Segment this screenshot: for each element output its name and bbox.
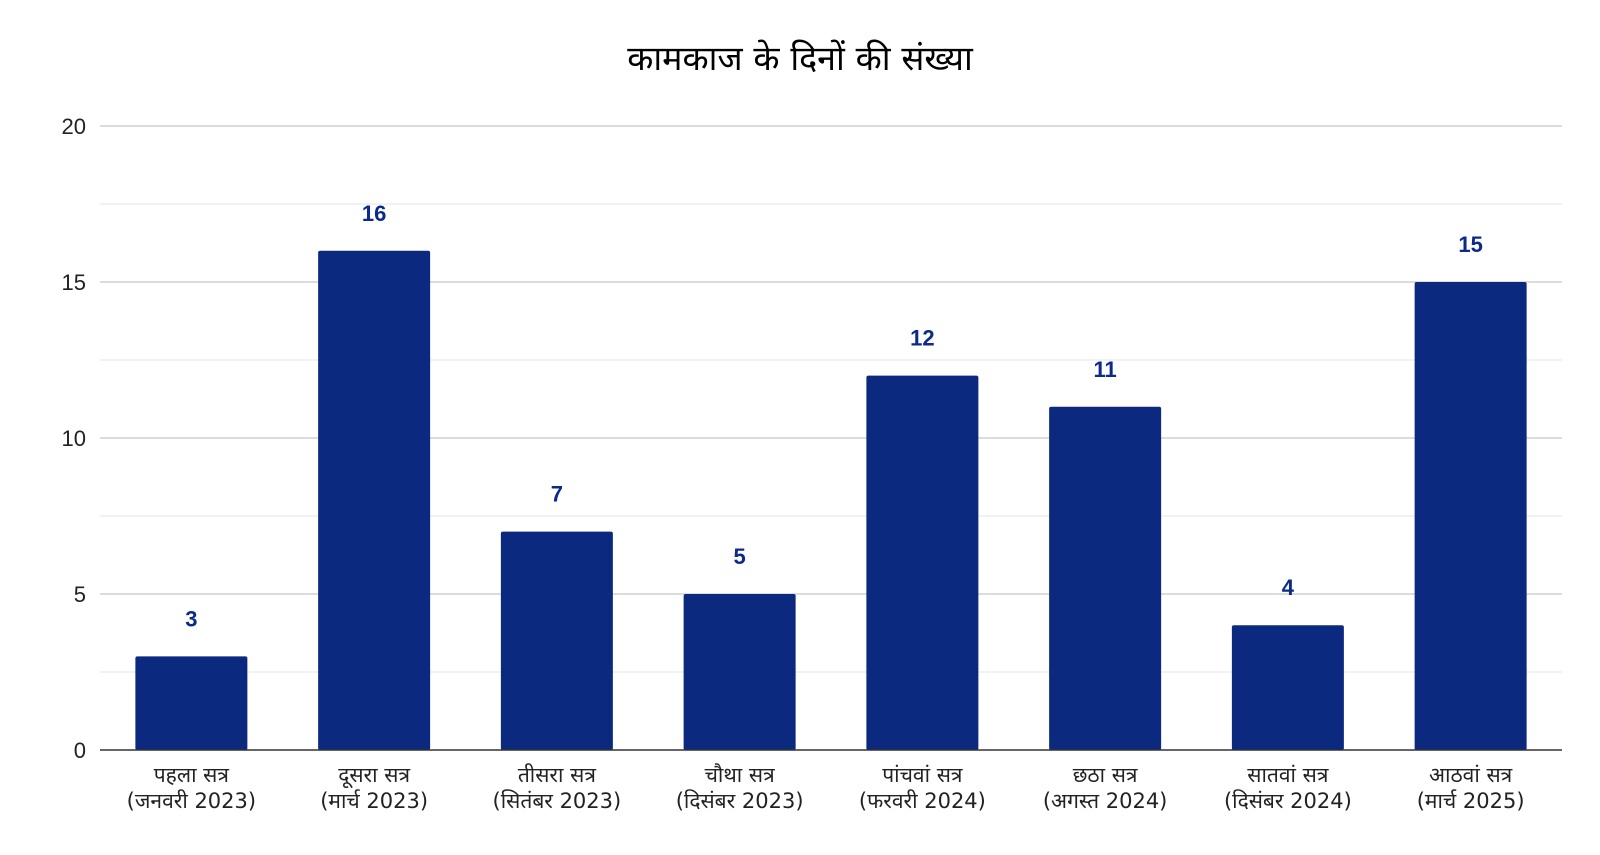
x-axis-ticks: पहला सत्र(जनवरी 2023)दूसरा सत्र(मार्च 20… bbox=[127, 763, 1525, 813]
x-tick-label: तीसरा सत्र bbox=[518, 763, 597, 787]
bar bbox=[1049, 406, 1162, 750]
y-tick-label: 15 bbox=[62, 270, 86, 295]
x-tick-label: चौथा सत्र bbox=[705, 763, 776, 787]
data-label: 5 bbox=[734, 544, 746, 569]
bar bbox=[683, 594, 796, 750]
bars bbox=[135, 250, 1527, 751]
bar bbox=[500, 531, 613, 750]
x-tick-label: (दिसंबर 2024) bbox=[1224, 789, 1352, 813]
x-tick-label: (जनवरी 2023) bbox=[127, 789, 256, 813]
bar bbox=[866, 375, 979, 750]
x-tick-label: (मार्च 2025) bbox=[1417, 789, 1525, 813]
x-tick-label: (अगस्त 2024) bbox=[1043, 789, 1168, 813]
data-label: 16 bbox=[362, 201, 386, 226]
data-labels: 3 16 7 5 12 11 4 15 bbox=[185, 201, 1483, 632]
chart-title: कामकाज के दिनों की संख्या bbox=[627, 39, 974, 79]
data-label: 15 bbox=[1458, 232, 1482, 257]
x-tick-label: पहला सत्र bbox=[154, 763, 230, 787]
x-tick-label: सातवां सत्र bbox=[1247, 763, 1329, 787]
bar bbox=[1414, 282, 1527, 750]
bar bbox=[1231, 625, 1344, 750]
data-label: 4 bbox=[1282, 575, 1295, 600]
x-tick-label: (फरवरी 2024) bbox=[859, 789, 986, 813]
data-label: 11 bbox=[1093, 357, 1116, 382]
x-tick-label: (मार्च 2023) bbox=[320, 789, 428, 813]
data-label: 12 bbox=[910, 326, 934, 351]
x-tick-label: (दिसंबर 2023) bbox=[676, 789, 804, 813]
y-tick-label: 20 bbox=[62, 114, 86, 139]
x-tick-label: (सितंबर 2023) bbox=[493, 789, 622, 813]
y-tick-label: 5 bbox=[74, 582, 86, 607]
y-tick-label: 10 bbox=[62, 426, 86, 451]
bar bbox=[135, 656, 248, 750]
data-label: 7 bbox=[551, 482, 563, 507]
x-tick-label: दूसरा सत्र bbox=[338, 763, 410, 789]
x-tick-label: पांचवां सत्र bbox=[882, 763, 963, 787]
bar bbox=[318, 250, 431, 751]
data-label: 3 bbox=[185, 606, 197, 631]
y-tick-label: 0 bbox=[74, 738, 86, 763]
x-tick-label: छठा सत्र bbox=[1073, 763, 1138, 787]
y-axis-ticks: 0 5 10 15 20 bbox=[62, 114, 86, 763]
x-tick-label: आठवां सत्र bbox=[1429, 763, 1513, 787]
